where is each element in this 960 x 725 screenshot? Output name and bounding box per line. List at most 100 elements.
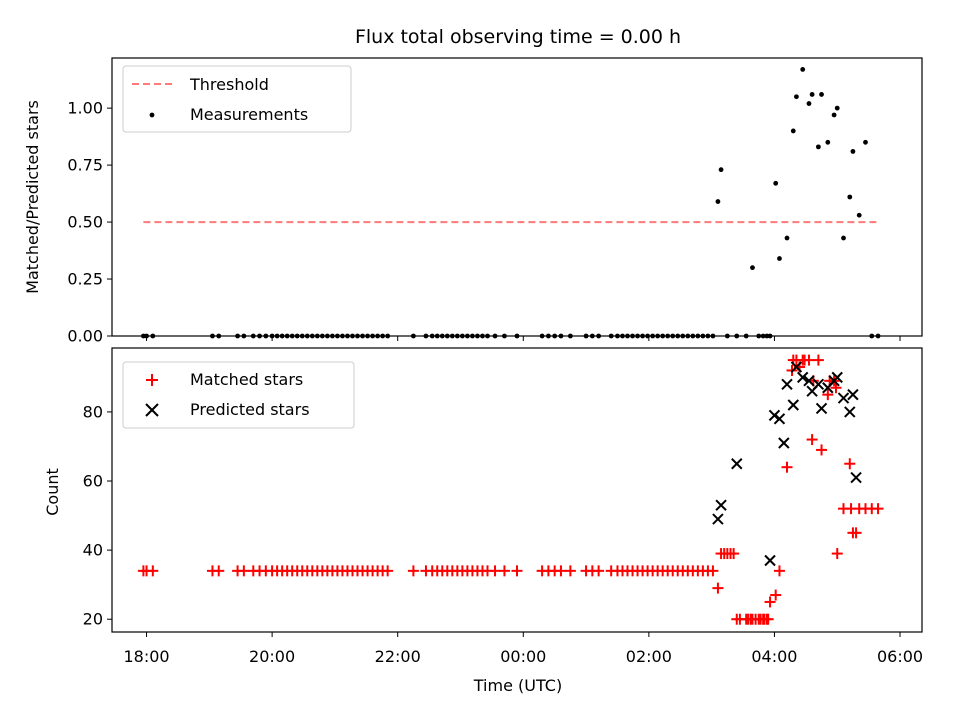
- measurement-point: [410, 333, 416, 339]
- predicted-point: [787, 399, 799, 411]
- measurement-point: [340, 333, 345, 339]
- measurement-point: [319, 333, 325, 339]
- bottom-y-tick-label: 60: [83, 472, 103, 491]
- predicted-point: [850, 471, 862, 484]
- measurement-point: [241, 333, 247, 339]
- matched-point: [844, 458, 856, 470]
- matched-point: [762, 613, 774, 625]
- measurements-series: [140, 66, 881, 339]
- measurement-point: [819, 92, 824, 97]
- top-y-tick-label: 1.00: [67, 99, 103, 118]
- measurement-point: [304, 333, 310, 339]
- matched-point: [511, 565, 523, 577]
- legend-predicted-swatch: [145, 403, 159, 417]
- matched-point: [799, 354, 811, 366]
- predicted-point: [778, 437, 790, 449]
- matched-point: [382, 565, 394, 577]
- bottom-y-ticks: 20 40 60 80: [83, 402, 112, 629]
- measurement-point: [324, 333, 330, 339]
- measurement-point: [299, 333, 305, 339]
- matched-point: [850, 527, 862, 539]
- bottom-y-tick-label: 80: [83, 402, 103, 421]
- measurement-point: [685, 333, 691, 339]
- matched-point: [593, 565, 605, 577]
- measurement-point: [756, 333, 762, 339]
- measurement-point: [767, 333, 773, 339]
- predicted-point: [773, 413, 786, 425]
- measurement-point: [869, 333, 875, 339]
- measurement-point: [250, 333, 256, 339]
- measurement-point: [216, 333, 222, 339]
- matched-point: [816, 444, 828, 456]
- measurement-point: [210, 333, 215, 339]
- measurement-point: [279, 333, 285, 339]
- top-panel: 0.00 0.25 0.50 0.75 1.00 Matched/Predicted s…: [23, 57, 923, 346]
- matched-point: [712, 582, 724, 594]
- measurement-point: [790, 128, 796, 134]
- measurement-point: [545, 333, 551, 339]
- measurement-point: [710, 333, 716, 339]
- predicted-point: [764, 554, 776, 567]
- measurement-point: [355, 333, 360, 339]
- measurement-point: [809, 92, 815, 97]
- top-y-tick-label: 0.00: [67, 327, 103, 346]
- bottom-legend: Matched stars Predicted stars: [122, 361, 355, 429]
- measurement-point: [724, 333, 730, 339]
- measurement-point: [235, 333, 240, 339]
- measurement-point: [695, 333, 701, 339]
- predicted-point: [790, 361, 803, 373]
- measurement-point: [665, 333, 671, 339]
- matched-point: [238, 565, 250, 577]
- matched-point: [764, 596, 776, 608]
- measurement-point: [815, 144, 821, 150]
- matched-point: [872, 503, 884, 515]
- measurement-point: [385, 333, 391, 339]
- measurement-point: [150, 333, 156, 339]
- chart-title: Flux total observing time = 0.00 h: [355, 26, 681, 48]
- measurement-point: [630, 333, 635, 339]
- measurement-point: [875, 333, 881, 339]
- measurement-point: [444, 333, 450, 339]
- measurement-point: [269, 333, 275, 339]
- measurement-point: [423, 333, 429, 339]
- measurement-point: [596, 333, 602, 339]
- measurement-point: [263, 333, 269, 339]
- matched-point: [812, 354, 824, 366]
- matched-point: [845, 503, 857, 515]
- measurement-point: [841, 235, 846, 241]
- measurement-point: [429, 333, 435, 339]
- matched-point: [213, 565, 225, 577]
- measurement-point: [615, 333, 620, 339]
- measurement-point: [309, 333, 315, 339]
- measurement-point: [670, 333, 676, 339]
- legend-matched-label: Matched stars: [190, 370, 303, 389]
- bottom-panel: 20 40 60 80 18:00 20:00 22:00 00:00 02:00 04:00 0…: [43, 347, 923, 695]
- predicted-point: [837, 392, 850, 404]
- bottom-y-tick-label: 20: [83, 610, 103, 629]
- matched-point: [147, 565, 159, 577]
- measurement-point: [620, 333, 625, 339]
- measurement-point: [439, 333, 445, 339]
- measurement-point: [314, 333, 320, 339]
- bottom-x-tick-label: 20:00: [249, 647, 295, 666]
- bottom-x-tick-label: 00:00: [500, 647, 546, 666]
- measurement-point: [806, 101, 812, 106]
- measurement-point: [502, 333, 507, 339]
- measurement-point: [257, 333, 262, 339]
- predicted-point: [731, 458, 743, 470]
- measurement-point: [834, 105, 840, 111]
- measurement-point: [645, 333, 651, 339]
- measurement-point: [760, 333, 766, 339]
- measurement-point: [608, 333, 614, 339]
- measurement-point: [718, 167, 724, 173]
- matched-point: [773, 565, 785, 577]
- measurement-point: [360, 333, 365, 339]
- matched-point: [806, 434, 818, 446]
- measurement-point: [370, 333, 375, 339]
- measurement-point: [583, 333, 589, 339]
- measurement-point: [700, 333, 706, 339]
- predicted-point: [781, 378, 793, 390]
- measurement-point: [680, 333, 686, 339]
- matched-point: [770, 589, 782, 601]
